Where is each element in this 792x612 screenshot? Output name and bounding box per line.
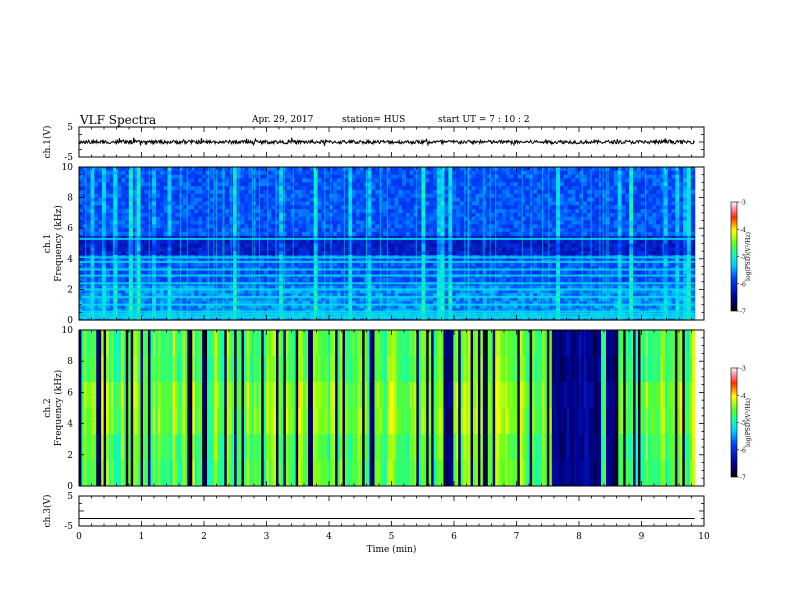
ytick-label: 10 xyxy=(62,163,74,173)
date-label: Apr. 29, 2017 xyxy=(252,115,314,125)
xtick-label: 10 xyxy=(698,532,710,542)
y-axis-label: ch.1(V) xyxy=(42,126,53,159)
ytick-label: 2 xyxy=(67,451,73,461)
xtick-label: 6 xyxy=(451,532,457,542)
colorbar-tick-label: -7 xyxy=(740,475,746,482)
colorbar-tick-label: -3 xyxy=(740,366,746,373)
xtick-label: 5 xyxy=(389,532,395,542)
xtick-label: 4 xyxy=(326,532,332,542)
ch1-waveform-trace xyxy=(78,137,696,147)
colorbar-tick-label: -5 xyxy=(740,254,746,261)
colorbar-tick-label: -6 xyxy=(740,281,746,288)
ytick-label: 5 xyxy=(67,492,73,502)
y-axis-label: ch.3(V) xyxy=(42,495,53,528)
ytick-label: 6 xyxy=(67,224,73,234)
start-time-label: start UT = 7 : 10 : 2 xyxy=(438,115,530,125)
ytick-label: -5 xyxy=(64,153,73,163)
ytick-label: 5 xyxy=(67,123,73,133)
colorbars: -3 -4 -5 -6 -7 log(PSD)(V²/Hz) -3 -4 -5 -6 -7 log(P… xyxy=(730,200,752,482)
ytick-label: 6 xyxy=(67,388,73,398)
ytick-label: -5 xyxy=(64,522,73,532)
ytick-label: 4 xyxy=(67,420,73,430)
colorbar-label: log(PSD)(V²/Hz) xyxy=(745,398,752,447)
axes-frames xyxy=(78,126,705,527)
x-axis-label: Time (min) xyxy=(367,544,417,555)
chart-title: VLF Spectra xyxy=(80,113,157,127)
station-label: station= HUS xyxy=(342,115,406,125)
y-axis-label: Frequency (kHz) xyxy=(53,370,64,447)
xtick-label: 0 xyxy=(76,532,82,542)
ytick-label: 4 xyxy=(67,255,73,265)
y-axis-label: ch.1 xyxy=(43,234,53,253)
colorbar-tick-label: -3 xyxy=(740,200,746,207)
xtick-label: 3 xyxy=(264,532,270,542)
xtick-label: 9 xyxy=(639,532,645,542)
ytick-label: 10 xyxy=(62,326,74,336)
colorbar-tick-label: -6 xyxy=(740,447,746,454)
ytick-label: 0 xyxy=(67,316,73,326)
xtick-label: 7 xyxy=(514,532,520,542)
ytick-label: 8 xyxy=(67,357,73,367)
y-axis-label: Frequency (kHz) xyxy=(53,205,64,282)
colorbar-tick-label: -5 xyxy=(740,420,746,427)
xtick-label: 8 xyxy=(576,532,582,542)
xtick-label: 2 xyxy=(201,532,207,542)
ch2-spectrogram xyxy=(79,330,696,487)
colorbar-tick-label: -7 xyxy=(740,309,746,316)
colorbar-label: log(PSD)(V²/Hz) xyxy=(745,232,752,281)
ch1-spectrogram xyxy=(79,167,696,321)
ytick-label: 0 xyxy=(67,482,73,492)
ytick-label: 2 xyxy=(67,285,73,295)
colorbar-tick-label: -4 xyxy=(740,393,746,400)
colorbar-tick-label: -4 xyxy=(740,227,746,234)
xtick-label: 1 xyxy=(139,532,145,542)
ytick-label: 8 xyxy=(67,194,73,204)
y-axis-label: ch.2 xyxy=(43,398,53,417)
